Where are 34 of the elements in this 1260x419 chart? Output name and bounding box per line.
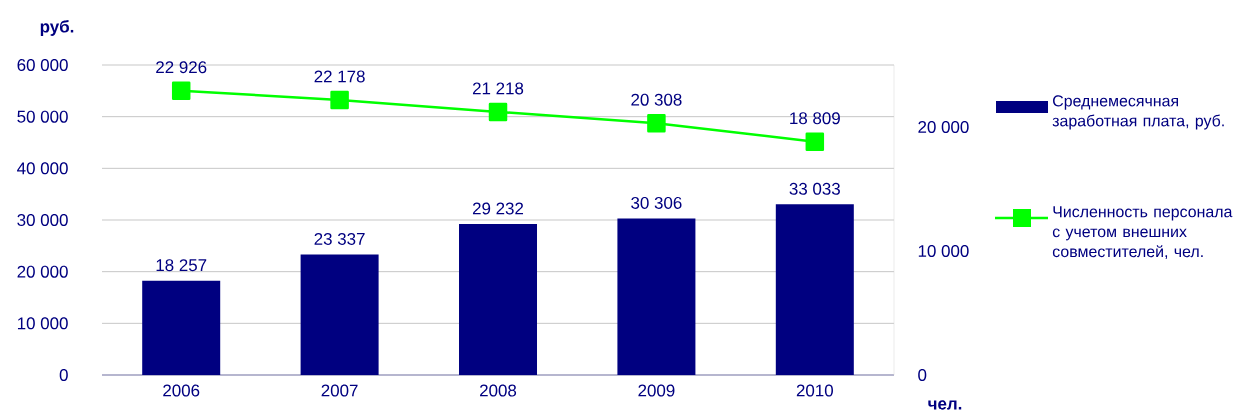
- y-tick-label: 0: [59, 369, 68, 381]
- data-label: 23 337: [314, 232, 365, 245]
- data-label: 22 178: [314, 70, 365, 83]
- legend-label: Численность персонала с учетом внешних совместителей, чел.: [1052, 206, 1233, 260]
- x-tick-label: 2006: [163, 384, 200, 397]
- point: [647, 113, 666, 133]
- point: [488, 102, 508, 122]
- x-tick-label: 2008: [480, 384, 517, 397]
- x-tick-label: 2007: [321, 384, 358, 397]
- y-tick-label: 20 000: [17, 265, 68, 278]
- data-label: 20 308: [631, 93, 682, 106]
- point: [805, 132, 825, 152]
- y2-tick-label: 10 000: [918, 245, 969, 257]
- point: [171, 81, 191, 100]
- x-tick-label: 2010: [796, 384, 833, 397]
- data-label: 29 232: [472, 202, 524, 215]
- data-label: 33 033: [789, 182, 840, 195]
- y-tick-label: 60 000: [17, 59, 68, 71]
- data-label: 18 809: [790, 112, 840, 125]
- y2-tick-label: 20 000: [918, 121, 969, 133]
- y-tick-label: 30 000: [17, 214, 68, 226]
- y2-axis-title: чел.: [928, 400, 962, 410]
- y-tick-label: 50 000: [17, 110, 68, 123]
- y-tick-label: 10 000: [17, 317, 68, 330]
- x-tick-label: 2009: [638, 384, 675, 397]
- y2-tick-label: 0: [918, 369, 927, 381]
- legend-label: Среднемесячная заработная плата, руб.: [1052, 95, 1224, 130]
- data-label: 30 306: [631, 196, 682, 209]
- data-label: 21 218: [472, 82, 524, 95]
- y-axis-title: руб.: [40, 20, 74, 36]
- data-label: 18 257: [156, 259, 207, 272]
- y-tick-label: 40 000: [17, 162, 68, 175]
- data-label: 22 926: [156, 61, 207, 74]
- point: [330, 90, 349, 110]
